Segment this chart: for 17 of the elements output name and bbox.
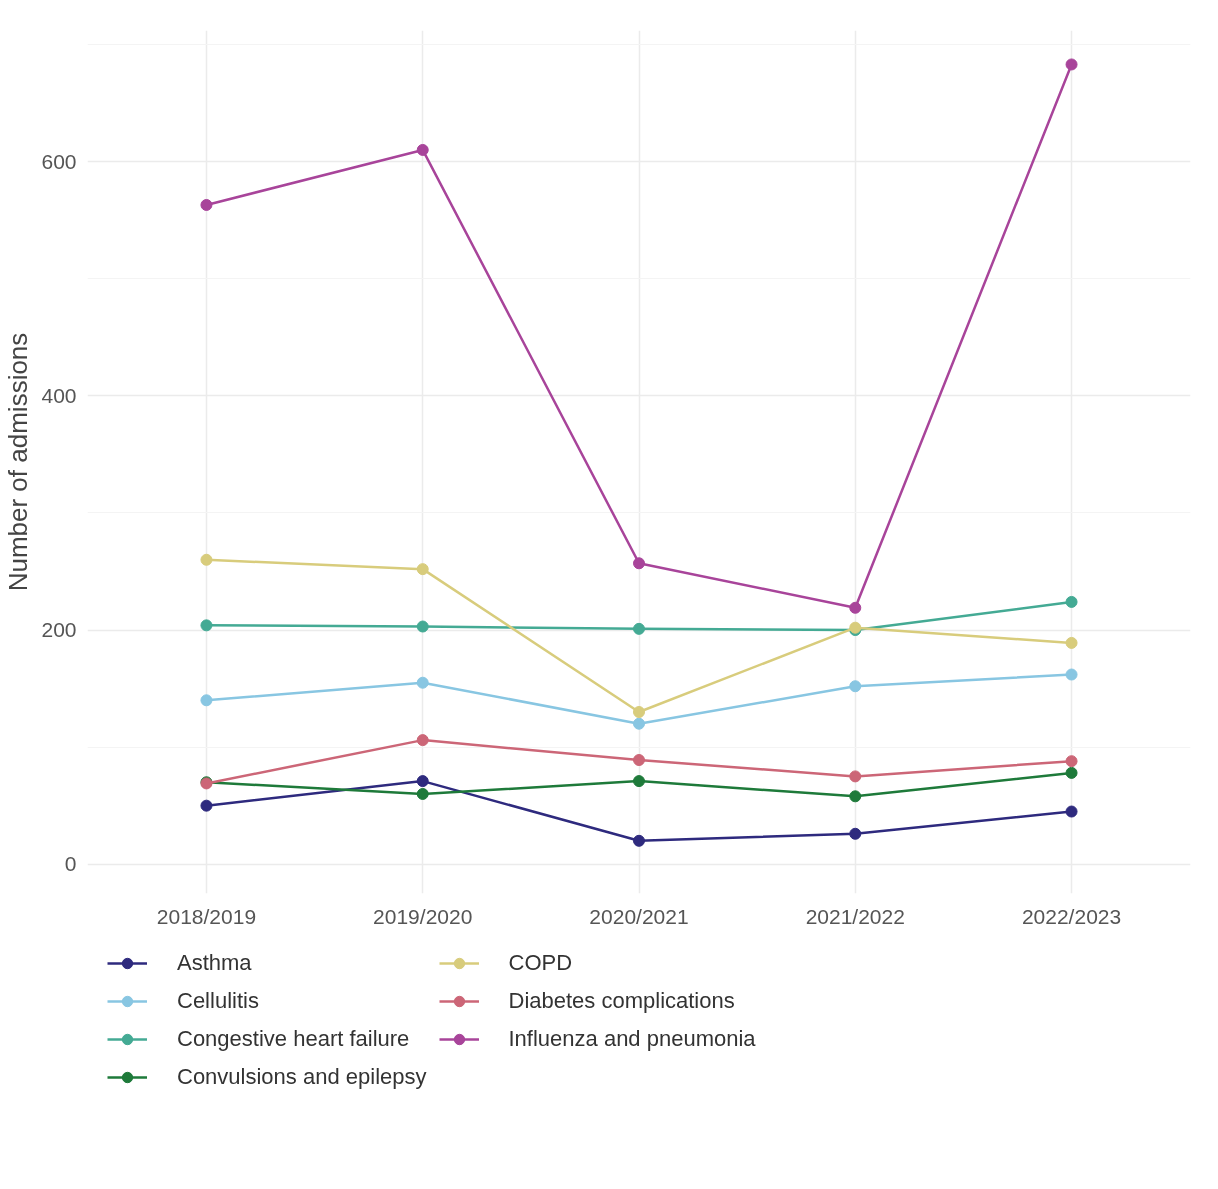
x-tick-label: 2018/2019 (156, 904, 257, 928)
y-axis-title: Number of admissions (3, 332, 34, 592)
legend-label: Diabetes complications (508, 988, 735, 1014)
x-tick-label: 2022/2023 (1021, 904, 1122, 928)
x-tick-label: 2020/2021 (589, 904, 689, 928)
legend-label: Convulsions and epilepsy (177, 1064, 427, 1090)
y-tick-label: 0 (64, 852, 77, 876)
y-tick-label: 400 (41, 383, 77, 407)
legend-label: Influenza and pneumonia (508, 1026, 756, 1052)
y-tick-label: 600 (41, 149, 77, 173)
x-tick-label: 2019/2020 (373, 904, 473, 928)
legend-label: Asthma (177, 950, 252, 976)
legend-label: COPD (508, 950, 573, 976)
legend-label: Congestive heart failure (177, 1026, 410, 1052)
y-tick-label: 200 (41, 618, 77, 642)
x-tick-label: 2021/2022 (805, 904, 905, 928)
legend-label: Cellulitis (177, 988, 259, 1014)
